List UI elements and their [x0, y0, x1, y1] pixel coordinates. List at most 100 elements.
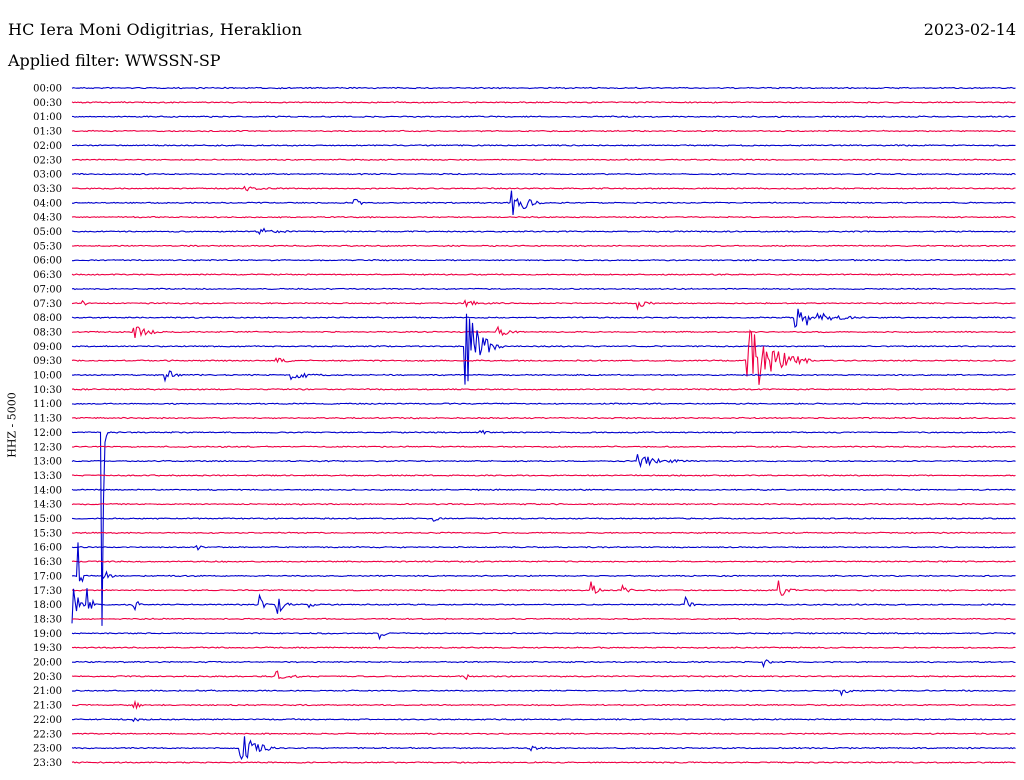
row-time-label: 09:30: [33, 356, 62, 367]
row-time-label: 16:30: [33, 557, 62, 568]
row-time-label: 07:00: [33, 284, 62, 295]
trace-row: [71, 542, 1016, 583]
row-time-label: 08:30: [33, 327, 62, 338]
trace-row: [72, 258, 1016, 262]
row-time-label: 11:30: [33, 414, 62, 425]
row-time-label: 13:00: [33, 457, 62, 468]
row-time-label: 22:30: [33, 729, 62, 740]
trace-row: [71, 502, 1016, 506]
trace-row: [71, 308, 1016, 329]
trace-row: [71, 313, 1016, 385]
row-time-label: 13:30: [33, 471, 62, 482]
trace-row: [72, 732, 1016, 735]
row-time-label: 22:00: [33, 715, 62, 726]
trace-row: [71, 445, 1016, 449]
row-time-label: 14:30: [33, 500, 62, 511]
row-time-label: 16:00: [33, 543, 62, 554]
row-time-label: 19:30: [33, 643, 62, 654]
trace-row: [71, 670, 1016, 681]
row-time-label: 12:30: [33, 442, 62, 453]
row-time-label: 14:00: [33, 485, 62, 496]
row-time-label: 05:00: [33, 227, 62, 238]
trace-row: [71, 101, 1016, 104]
trace-row: [71, 761, 1016, 764]
trace-row: [72, 699, 1016, 711]
trace-row: [71, 158, 1016, 162]
row-time-label: 01:30: [33, 127, 62, 138]
row-time-label: 04:30: [33, 213, 62, 224]
trace-row: [71, 287, 1016, 291]
row-time-label: 20:00: [33, 658, 62, 669]
station-title: HC Iera Moni Odigitrias, Heraklion: [8, 20, 303, 39]
row-time-label: 17:30: [33, 586, 62, 597]
trace-row: [72, 659, 1016, 669]
row-time-label: 21:30: [33, 701, 62, 712]
trace-row: [71, 560, 1016, 563]
trace-row: [71, 617, 1016, 621]
row-time-label: 18:00: [33, 600, 62, 611]
trace-row: [71, 689, 1016, 697]
trace-row: [71, 325, 1016, 338]
trace-row: [71, 416, 1016, 420]
row-time-label: 06:00: [33, 256, 62, 267]
trace-row: [71, 588, 1016, 624]
row-time-label: 10:00: [33, 371, 62, 382]
trace-row: [71, 402, 1016, 405]
filter-label: Applied filter: WWSSN-SP: [8, 51, 221, 70]
trace-row: [71, 488, 1016, 492]
trace-row: [71, 273, 1016, 276]
row-time-label: 01:00: [33, 112, 62, 123]
row-time-label: 03:00: [33, 170, 62, 181]
trace-row: [71, 429, 1016, 626]
row-time-label: 10:30: [33, 385, 62, 396]
trace-row: [71, 717, 1016, 723]
trace-row: [71, 544, 1016, 551]
trace-row: [71, 215, 1016, 219]
trace-row: [72, 144, 1016, 147]
row-time-label: 15:00: [33, 514, 62, 525]
trace-row: [71, 115, 1016, 119]
trace-row: [71, 244, 1016, 248]
trace-row: [71, 517, 1016, 522]
row-time-label: 19:00: [33, 629, 62, 640]
row-time-label: 11:00: [33, 399, 62, 410]
trace-row: [71, 388, 1016, 391]
row-time-label: 23:00: [33, 744, 62, 755]
row-time-label: 07:30: [33, 299, 62, 310]
row-time-label: 15:30: [33, 528, 62, 539]
row-time-label: 17:00: [33, 571, 62, 582]
row-time-label: 02:00: [33, 141, 62, 152]
trace-row: [71, 454, 1016, 469]
trace-row: [71, 129, 1016, 133]
row-time-label: 05:30: [33, 241, 62, 252]
trace-row: [71, 329, 1016, 385]
row-time-label: 21:00: [33, 686, 62, 697]
trace-row: [72, 185, 1016, 192]
row-time-label: 12:00: [33, 428, 62, 439]
trace-row: [71, 190, 1016, 216]
trace-row: [71, 646, 1016, 649]
trace-row: [72, 580, 1016, 596]
row-time-label: 23:30: [33, 758, 62, 769]
row-time-label: 06:30: [33, 270, 62, 281]
row-time-label: 20:30: [33, 672, 62, 683]
trace-row: [72, 474, 1016, 477]
trace-row: [71, 227, 1016, 236]
row-time-label: 02:30: [33, 155, 62, 166]
trace-row: [71, 531, 1016, 535]
trace-row: [71, 370, 1016, 383]
row-time-label: 08:00: [33, 313, 62, 324]
trace-row: [71, 736, 1016, 761]
trace-row: [71, 299, 1016, 311]
trace-row: [71, 172, 1016, 176]
row-time-label: 00:30: [33, 98, 62, 109]
row-time-label: 09:00: [33, 342, 62, 353]
row-time-label: 18:30: [33, 614, 62, 625]
row-time-label: 00:00: [33, 84, 62, 95]
row-time-label: 03:30: [33, 184, 62, 195]
trace-row: [71, 86, 1016, 90]
record-date: 2023-02-14: [923, 20, 1016, 39]
trace-row: [71, 631, 1016, 641]
row-time-label: 04:00: [33, 198, 62, 209]
